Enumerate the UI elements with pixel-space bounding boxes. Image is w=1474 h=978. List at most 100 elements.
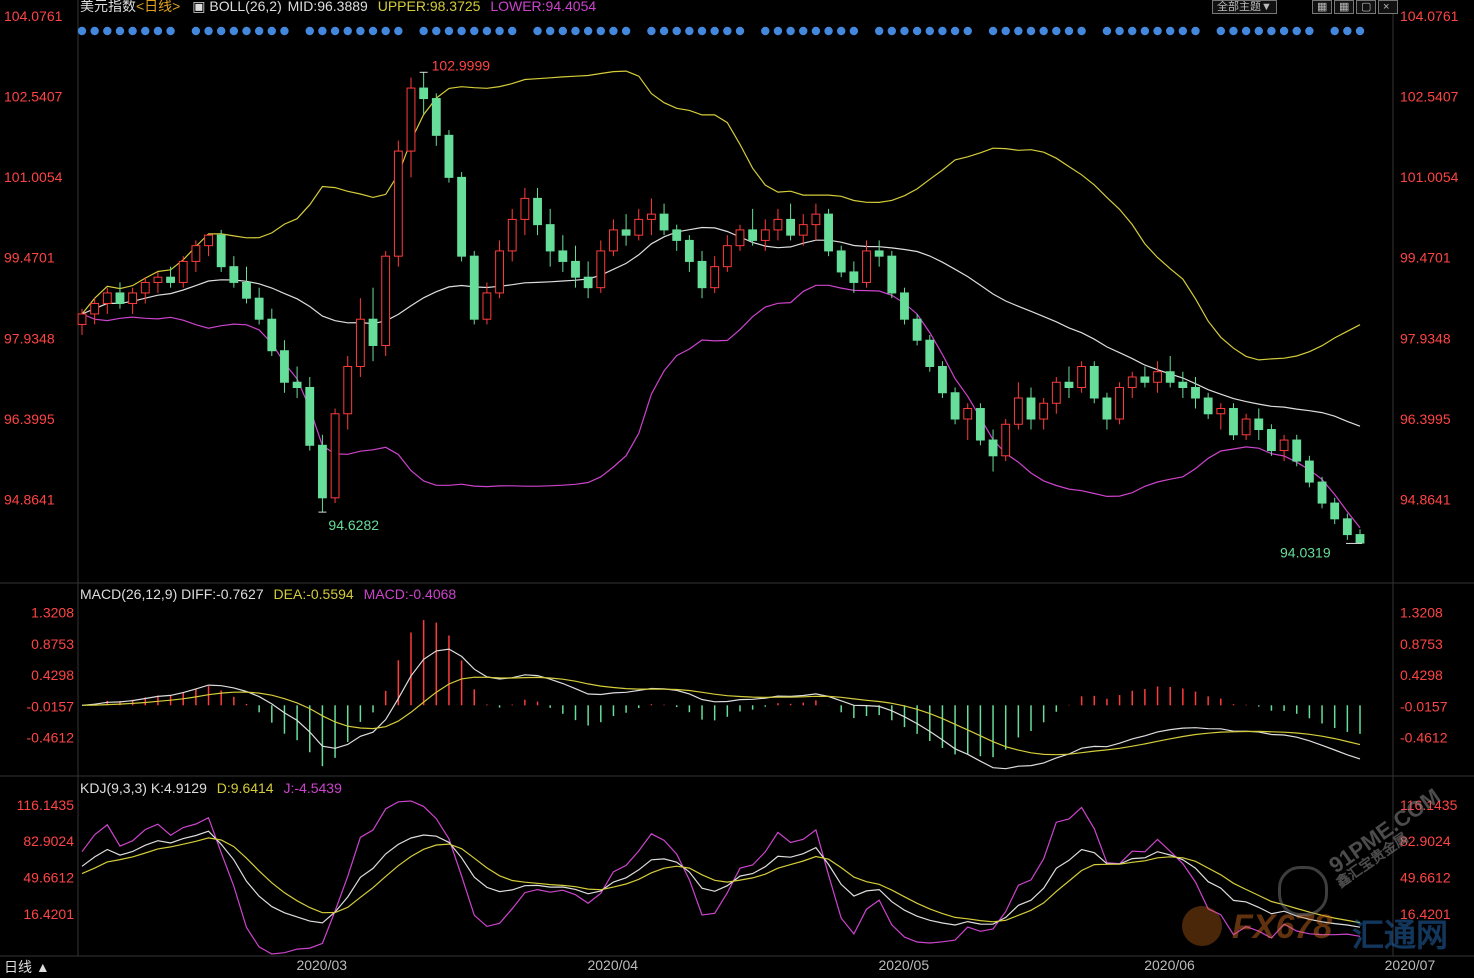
candle-body [1077,365,1087,389]
candle-body [773,218,783,231]
candle-body [1064,381,1074,389]
signal-dot [925,26,934,36]
signal-dot [166,26,175,36]
candle-body [1342,518,1352,536]
signal-dot [874,26,884,36]
candle-body [1153,371,1162,383]
candle-body [1039,402,1049,420]
y-tick-label-left: 96.3995 [4,411,55,427]
signal-dot [77,26,87,36]
candle-body [1304,460,1314,483]
y-tick-label-right: 102.5407 [1400,88,1459,104]
signal-dot [470,26,479,36]
signal-dot [254,26,264,36]
signal-dot [773,26,783,36]
signal-dot [1064,26,1074,36]
candle-body [305,387,315,446]
candle-body [1267,429,1276,452]
signal-dot [735,26,745,36]
kdj-tick-label-right: 82.9024 [1400,833,1451,849]
candle-body [975,408,985,441]
macd-tick-label-left: 0.4298 [31,667,74,683]
kdj-d-line [81,837,1361,924]
signal-dot [1001,26,1010,36]
signal-dot [1292,26,1301,36]
macd-header: MACD(26,12,9) DIFF:-0.7627 DEA:-0.5594 M… [80,586,456,602]
candle-body [1127,376,1137,389]
signal-dot [799,26,808,36]
signal-dot [988,26,998,36]
signal-dot [723,26,732,36]
candle-body [1089,365,1099,399]
candle-body [90,302,100,315]
candle-body [887,255,897,294]
candle-body [482,292,492,320]
x-tick-label: 2020/05 [879,957,930,973]
boll-icon: ▣ [192,0,206,14]
candle-body [1216,408,1226,415]
signal-dot [786,26,795,36]
y-tick-label-right: 99.4701 [1400,250,1451,266]
theme-button[interactable]: 全部主题▼ [1212,0,1277,14]
macd-tick-label-right: 0.4298 [1400,667,1443,683]
signal-dot [1128,26,1137,36]
candle-body [419,87,429,100]
candle-body [495,250,504,294]
y-tick-label-right: 101.0054 [1400,169,1459,185]
candle-body [267,318,277,352]
candle-body [824,213,833,252]
grid-view-icon[interactable]: ▦ [1312,0,1332,14]
candle-body [609,229,618,252]
candle-body [1051,381,1061,404]
signal-dot [545,26,555,36]
signal-dot [1305,26,1314,36]
kdj-k-line [81,830,1361,928]
candle-body [204,234,213,247]
candle-body [798,224,808,236]
signal-dot [710,26,719,36]
signal-dot [1140,26,1150,36]
x-tick-label: 2020/07 [1385,957,1436,973]
kdj-tick-label-right: 49.6612 [1400,870,1451,886]
dea-value: DEA:-0.5594 [273,586,354,602]
candle-body [1115,387,1125,420]
candle-body [938,365,947,394]
grid-view-icon-2[interactable]: ▦ [1334,0,1354,14]
candle-body [393,150,403,257]
signal-dot [1178,26,1188,36]
candle-body [431,98,441,136]
y-tick-label-left: 104.0761 [4,8,63,24]
kdj-tick-label-right: 16.4201 [1400,906,1451,922]
signal-dot [621,26,631,36]
candle-body [102,292,112,304]
boll-upper-line [81,70,1361,361]
macd-diff-line [81,648,1361,770]
candle-body [950,392,960,420]
signal-dot [444,26,454,36]
y-tick-label-right: 104.0761 [1400,8,1459,24]
window-icon[interactable]: ▢ [1356,0,1376,14]
signal-dot [204,26,213,36]
signal-dot [1229,26,1238,36]
signal-dot [343,26,352,36]
period-label: <日线> [136,0,181,14]
candle-body [533,197,542,226]
candle-body [849,271,859,283]
signal-dot [432,26,441,36]
upper-value: UPPER:98.3725 [377,0,481,14]
period-tab[interactable]: 日线 ▲ [4,959,50,975]
candle-body [836,250,846,273]
boll-label: BOLL(26,2) [209,0,282,14]
close-icon[interactable]: × [1378,0,1398,14]
signal-dot [103,26,112,36]
candle-body [229,266,239,283]
candle-body [925,339,935,367]
candle-body [912,318,922,341]
j-value: J:-4.5439 [283,780,342,796]
candle-body [748,229,758,241]
candle-body [1292,439,1302,462]
signal-dot [1153,26,1162,36]
signal-dot [609,26,618,36]
candle-body [77,313,87,325]
